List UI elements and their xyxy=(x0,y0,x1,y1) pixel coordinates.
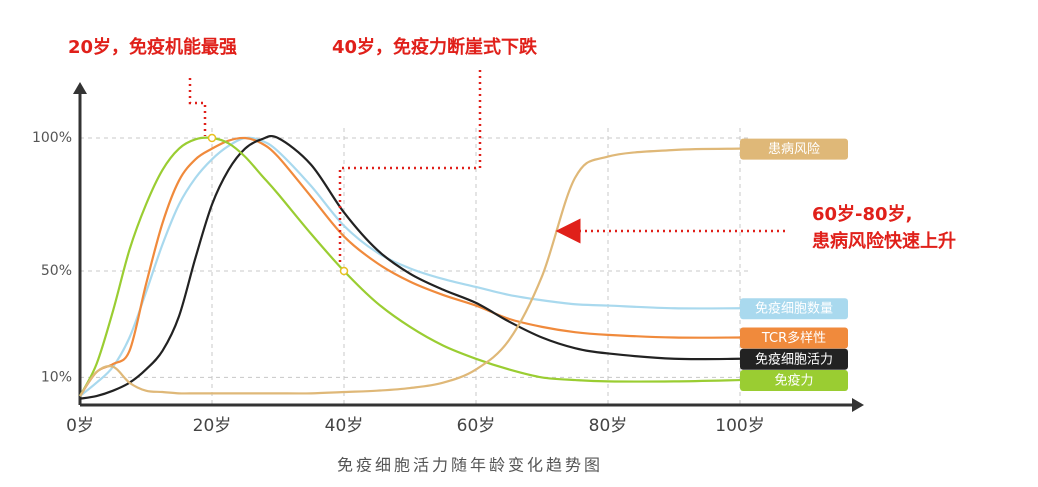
legend-label: 患病风险 xyxy=(768,142,820,157)
annotation: 60岁-80岁, xyxy=(812,203,912,225)
line xyxy=(79,136,741,397)
legend-swatch xyxy=(740,298,848,320)
annotation: 20岁，免疫机能最强 xyxy=(68,36,237,58)
x-tick-label: 40岁 xyxy=(325,416,364,436)
x-tick-label: 0岁 xyxy=(66,416,94,436)
line xyxy=(79,136,741,397)
x-tick-label: 100岁 xyxy=(715,416,764,436)
highlight-point xyxy=(339,266,349,276)
y-tick-label: 50% xyxy=(41,263,72,279)
x-tick-label: 80岁 xyxy=(589,416,628,436)
line xyxy=(79,136,741,397)
legend-label: 免疫细胞数量 xyxy=(755,301,833,317)
y-tick-label: 10% xyxy=(41,369,72,385)
legend-swatch xyxy=(740,370,848,392)
legend-swatch xyxy=(740,327,848,349)
legend-swatch xyxy=(740,348,848,370)
x-axis-arrow xyxy=(852,398,864,412)
legend-label: 免疫细胞活力 xyxy=(755,351,833,367)
y-axis-arrow xyxy=(73,82,87,94)
highlight-point xyxy=(207,133,217,143)
legend-label: 免疫力 xyxy=(774,373,813,389)
chart-title: 免疫细胞活力随年龄变化趋势图 xyxy=(337,456,603,475)
annotation-leader xyxy=(338,70,482,265)
line xyxy=(79,147,741,397)
line xyxy=(79,135,741,400)
y-tick-label: 100% xyxy=(32,130,72,146)
annotation: 40岁，免疫力断崖式下跌 xyxy=(332,36,538,58)
x-tick-label: 60岁 xyxy=(457,416,496,436)
x-tick-label: 20岁 xyxy=(193,416,232,436)
annotation: 患病风险快速上升 xyxy=(812,230,956,252)
legend-swatch xyxy=(740,138,848,160)
annotation-leader xyxy=(188,78,207,136)
legend-label: TCR多样性 xyxy=(761,330,826,346)
